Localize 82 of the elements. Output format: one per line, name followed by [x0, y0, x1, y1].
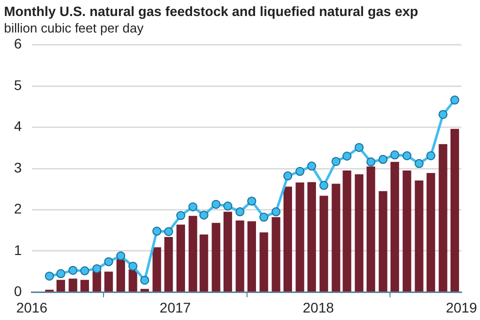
bar [366, 166, 376, 292]
bar [236, 220, 244, 292]
point [199, 210, 208, 220]
y-tick-label: 3 [14, 159, 22, 176]
bar [260, 232, 268, 292]
bar [68, 278, 78, 292]
point [378, 154, 388, 164]
bar [402, 170, 412, 292]
bar [176, 224, 186, 292]
bar [80, 280, 89, 292]
point [44, 272, 54, 281]
x-tick-label: 2019 [446, 299, 478, 316]
chart-title: Monthly U.S. natural gas feedstock and liquefied natural gas exp [4, 4, 418, 19]
y-tick-label: 5 [14, 76, 22, 93]
point [354, 142, 364, 152]
bar [56, 280, 66, 292]
point [212, 200, 221, 209]
point [188, 202, 198, 212]
bar [414, 180, 424, 292]
bar [354, 174, 364, 292]
bar [272, 217, 280, 292]
point [80, 266, 90, 276]
bar [164, 236, 173, 292]
point [438, 110, 448, 119]
y-axis-title: billion cubic feet per day [4, 20, 144, 36]
point [342, 152, 352, 161]
point [68, 266, 78, 275]
bar [212, 222, 220, 292]
point [366, 157, 376, 166]
point [247, 196, 256, 206]
point [235, 207, 244, 216]
x-tick-label: 2016 [16, 299, 48, 316]
bar [200, 234, 208, 292]
bar [320, 196, 328, 292]
bar [92, 271, 102, 292]
x-tick-label: 2018 [302, 299, 334, 316]
point [307, 162, 316, 171]
point [283, 171, 292, 180]
point [272, 207, 281, 216]
bar [224, 212, 232, 292]
bar [296, 182, 304, 292]
bar [104, 272, 113, 292]
point [319, 180, 328, 190]
point [450, 96, 460, 105]
point [390, 150, 400, 160]
bar [426, 173, 436, 292]
bar [332, 184, 340, 292]
y-tick-label: 1 [14, 242, 22, 258]
y-tick-label: 2 [14, 200, 22, 217]
point [128, 262, 138, 271]
point [140, 276, 150, 285]
point [295, 166, 304, 176]
y-tick-label: 4 [14, 118, 22, 134]
point [92, 264, 102, 274]
point [414, 159, 424, 168]
point [223, 202, 232, 211]
y-tick-label: 6 [14, 36, 22, 52]
bar [283, 186, 292, 292]
bar [307, 182, 316, 292]
point [426, 151, 436, 160]
point [164, 227, 174, 236]
point [402, 151, 412, 160]
bar [247, 221, 256, 292]
point [152, 226, 162, 236]
point [176, 211, 186, 220]
bar [188, 216, 198, 292]
y-tick-label: 0 [14, 283, 22, 300]
point [56, 269, 66, 278]
bar [438, 144, 448, 292]
point [116, 251, 126, 260]
bar [390, 162, 400, 292]
x-tick-label: 2017 [160, 299, 192, 316]
bar [140, 288, 149, 292]
bar [152, 247, 162, 292]
bar [378, 191, 388, 292]
bar [450, 128, 460, 292]
bar [342, 170, 352, 292]
point [331, 156, 340, 166]
bar [128, 270, 138, 292]
point [104, 257, 114, 266]
point [259, 212, 268, 222]
bar [116, 259, 126, 292]
